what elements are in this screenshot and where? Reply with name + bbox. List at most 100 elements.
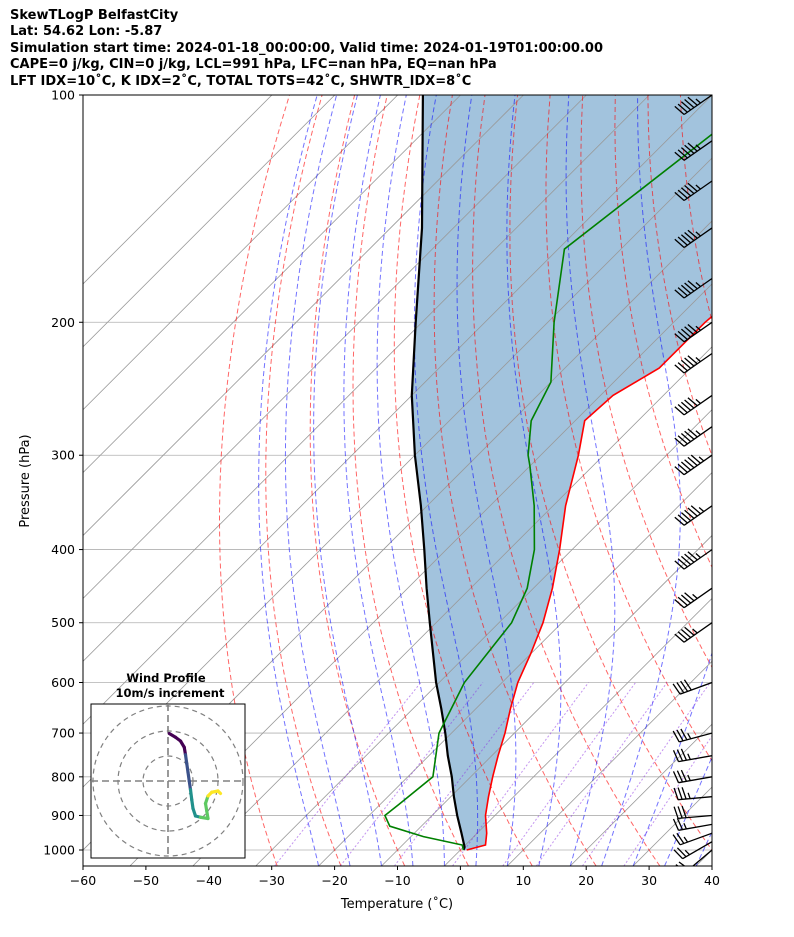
mixing-ratio-line xyxy=(581,682,711,866)
x-tick-label: 10 xyxy=(515,873,531,888)
moist-adiabat xyxy=(258,95,320,866)
moist-adiabat xyxy=(728,95,794,866)
moist-adiabat xyxy=(313,95,382,866)
wind-barb xyxy=(674,95,712,116)
x-tick-label: −20 xyxy=(321,873,347,888)
dry-adiabat xyxy=(352,95,469,866)
wind-barbs xyxy=(672,95,712,866)
dry-adiabat xyxy=(580,95,712,669)
moist-adiabat xyxy=(565,95,616,866)
wind-barb xyxy=(674,394,712,416)
x-tick-label: −40 xyxy=(196,873,222,888)
cape-fill xyxy=(411,95,712,850)
wind-barb xyxy=(673,805,712,820)
isotherm-line xyxy=(255,409,712,866)
moist-adiabat xyxy=(456,95,517,866)
wind-barb xyxy=(672,728,712,743)
x-tick-label: 40 xyxy=(704,873,720,888)
dry-adiabat xyxy=(265,95,342,866)
hodograph-segment xyxy=(216,789,223,796)
title-station: SkewTLogP BelfastCity xyxy=(10,8,179,23)
cape-shading xyxy=(411,95,712,850)
wind-barb xyxy=(674,549,712,570)
dewpoint-profile-line xyxy=(383,133,712,851)
x-tick-label: −60 xyxy=(70,873,96,888)
mixing-ratio-line xyxy=(274,682,422,866)
isotherm-line xyxy=(83,95,398,411)
y-tick-label: 700 xyxy=(51,726,75,741)
wind-barb xyxy=(674,321,712,343)
wind-barb xyxy=(672,769,712,784)
moist-adiabat xyxy=(632,651,712,866)
dry-adiabats xyxy=(219,95,794,866)
isotherm-line xyxy=(507,660,712,866)
isotherm-line xyxy=(569,723,712,866)
x-tick-label: 0 xyxy=(456,873,464,888)
wind-barb xyxy=(674,622,712,643)
wind-barb xyxy=(674,227,712,249)
y-axis-ticks: 1000 900 800 700 600 500 400 300 200 100 xyxy=(43,88,83,858)
isotherm-line xyxy=(192,346,712,866)
wind-barb xyxy=(674,587,712,609)
title-location: Lat: 54.62 Lon: -5.87 xyxy=(10,24,163,40)
x-tick-label: −50 xyxy=(133,873,159,888)
wind-barb xyxy=(672,818,712,831)
isotherm-line xyxy=(83,95,650,662)
mixing-ratio-line xyxy=(452,682,589,866)
inset-title: Wind Profile xyxy=(126,671,206,685)
dry-adiabat xyxy=(472,95,661,866)
hodograph-segment xyxy=(188,788,194,802)
temperature-profile-line xyxy=(466,315,712,851)
x-axis-ticks: −60 −50 −40 −30 −20 −10 0 10 20 30 40 xyxy=(70,866,720,888)
y-tick-label: 300 xyxy=(51,448,75,463)
mixing-ratio-line xyxy=(502,682,637,866)
y-tick-label: 1000 xyxy=(43,843,75,858)
y-tick-label: 600 xyxy=(51,675,75,690)
isotherm-line xyxy=(83,95,461,474)
title-indices: LFT IDX=10˚C, K IDX=2˚C, TOTAL TOTS=42˚C… xyxy=(10,73,472,89)
hodograph xyxy=(91,704,245,858)
mixing-ratio-line xyxy=(623,735,712,866)
x-tick-label: −10 xyxy=(384,873,410,888)
dry-adiabat xyxy=(433,95,597,866)
isotherm-line xyxy=(759,95,794,866)
wind-barb xyxy=(672,748,712,763)
isotherm-line xyxy=(83,95,524,537)
moist-adiabat xyxy=(664,755,712,866)
moist-adiabat xyxy=(376,95,445,866)
dry-adiabat xyxy=(647,95,712,457)
dry-adiabat xyxy=(545,95,712,762)
dry-adiabat xyxy=(713,95,794,866)
y-tick-label: 800 xyxy=(51,769,75,784)
x-axis-label: Temperature (˚C) xyxy=(340,896,453,912)
wind-barb xyxy=(672,679,712,695)
isotherm-line xyxy=(83,95,273,285)
wind-barb xyxy=(674,426,712,447)
y-tick-label: 100 xyxy=(51,88,75,103)
wind-barb xyxy=(672,832,712,846)
mixing-ratio-line xyxy=(535,682,668,866)
x-tick-label: 20 xyxy=(578,873,594,888)
isotherm-line xyxy=(444,597,712,866)
x-tick-label: 30 xyxy=(641,873,657,888)
wind-barb xyxy=(674,454,712,476)
wind-barb xyxy=(674,352,712,374)
dry-adiabat xyxy=(778,95,794,866)
wind-barb xyxy=(673,787,712,801)
moist-adiabat xyxy=(284,95,351,866)
chart-header: SkewTLogP BelfastCity Lat: 54.62 Lon: -5… xyxy=(10,8,603,90)
isotherm-line xyxy=(129,283,712,866)
wind-barb xyxy=(674,180,712,202)
y-tick-label: 400 xyxy=(51,542,75,557)
dry-adiabat xyxy=(746,95,794,866)
title-cape-info: CAPE=0 j/kg, CIN=0 j/kg, LCL=991 hPa, LF… xyxy=(10,57,497,73)
title-simulation-time: Simulation start time: 2024-01-18_00:00:… xyxy=(10,40,603,56)
dry-adiabat xyxy=(219,95,290,866)
mixing-ratio-line xyxy=(393,682,535,866)
isotherm-line xyxy=(381,534,712,866)
y-tick-label: 500 xyxy=(51,615,75,630)
wind-barb xyxy=(674,140,712,161)
parcel-profile-line xyxy=(410,95,466,851)
y-tick-label: 200 xyxy=(51,315,75,330)
